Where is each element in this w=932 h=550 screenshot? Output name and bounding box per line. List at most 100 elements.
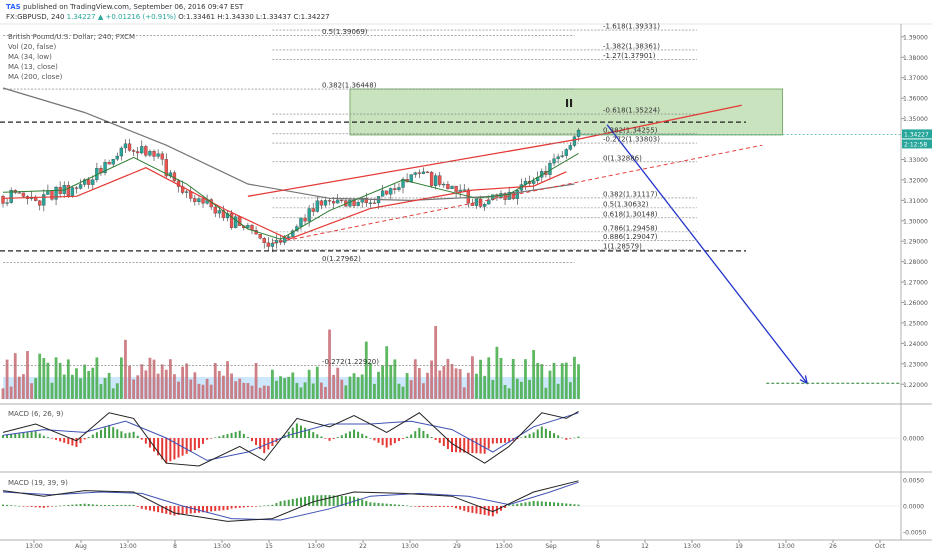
volume-bar xyxy=(295,382,299,399)
volume-bar xyxy=(246,383,250,399)
macd2-title[interactable]: MACD (19, 39, 9) xyxy=(8,479,68,487)
candle-body xyxy=(197,198,201,203)
macd-histogram-bar xyxy=(279,501,282,506)
macd-histogram-bar xyxy=(140,438,143,440)
macd-histogram-bar xyxy=(14,433,17,438)
candle-body xyxy=(393,188,397,190)
macd-line xyxy=(2,480,579,522)
macd-y-label: 0.0000 xyxy=(903,436,924,443)
fib-level-label: 0.382(1.34255) xyxy=(603,126,658,134)
volume-bar xyxy=(152,359,156,399)
volume-bar xyxy=(209,384,213,399)
macd-histogram-bar xyxy=(177,506,180,515)
macd-histogram-bar xyxy=(528,434,531,438)
macd-signal-line xyxy=(2,481,579,521)
indicator-ma200[interactable]: MA (200, close) xyxy=(8,73,63,81)
candle-body xyxy=(429,171,434,186)
author-name[interactable]: TAS xyxy=(6,3,21,11)
y-tick-label: 1.26000 xyxy=(903,300,928,307)
macd1-title[interactable]: MACD (6, 26, 9) xyxy=(8,410,64,418)
macd-histogram-bar xyxy=(471,438,474,454)
ma34-line xyxy=(2,167,567,240)
candle-body xyxy=(107,162,111,165)
macd-histogram-bar xyxy=(308,496,311,506)
indicator-ma34[interactable]: MA (34, low) xyxy=(8,53,52,61)
macd-histogram-bar xyxy=(442,506,445,507)
candle-body xyxy=(425,171,430,173)
macd-histogram-bar xyxy=(2,504,4,506)
macd-histogram-bar xyxy=(304,427,307,438)
candle-body xyxy=(91,179,95,185)
macd-histogram-bar xyxy=(6,434,9,438)
candle-body xyxy=(9,190,13,203)
volume-bar xyxy=(279,376,282,399)
macd-histogram-bar xyxy=(406,436,409,438)
candle-body xyxy=(474,198,479,206)
macd-histogram-bar xyxy=(336,495,339,506)
macd-histogram-bar xyxy=(222,435,225,438)
macd-histogram-bar xyxy=(451,438,453,452)
macd-histogram-bar xyxy=(87,504,90,506)
indicator-vol[interactable]: Vol (20, false) xyxy=(8,43,57,51)
channel-upper-line xyxy=(247,104,742,197)
volume-bar xyxy=(568,382,572,399)
candle-body xyxy=(572,136,577,146)
symbol-label[interactable]: FX:GBPUSD, 240 xyxy=(6,13,65,21)
candle-body xyxy=(136,151,140,154)
macd-histogram-bar xyxy=(316,434,319,438)
candle-body xyxy=(478,198,483,207)
macd-histogram-bar xyxy=(112,504,115,506)
fib-level-label: 0.618(1.30148) xyxy=(603,210,658,218)
volume-bar xyxy=(385,346,389,399)
macd-histogram-bar xyxy=(120,504,123,506)
y-tick-label: 1.28000 xyxy=(903,259,928,266)
macd-histogram-bar xyxy=(157,438,160,456)
macd-histogram-bar xyxy=(459,438,462,453)
macd-histogram-bar xyxy=(140,506,143,509)
volume-bar xyxy=(548,370,552,399)
macd-histogram-bar xyxy=(218,436,221,438)
macd-histogram-bar xyxy=(206,506,209,512)
candle-body xyxy=(189,191,193,199)
indicator-ma13[interactable]: MA (13, close) xyxy=(8,63,58,71)
macd-histogram-bar xyxy=(332,438,335,439)
macd-histogram-bar xyxy=(210,438,213,439)
macd-histogram-bar xyxy=(18,505,21,507)
macd-histogram-bar xyxy=(393,438,396,444)
candle-body xyxy=(5,202,9,204)
volume-bar xyxy=(315,366,319,399)
ma13-line xyxy=(2,152,579,240)
volume-bar xyxy=(393,359,397,399)
macd-histogram-bar xyxy=(308,429,311,438)
macd-histogram-bar xyxy=(475,506,478,514)
macd-histogram-bar xyxy=(210,506,213,512)
macd-histogram-bar xyxy=(124,504,127,506)
volume-bar xyxy=(556,383,560,399)
candle-body xyxy=(217,210,221,214)
macd-histogram-bar xyxy=(348,431,351,438)
macd-histogram-bar xyxy=(520,503,523,506)
last-price-tag xyxy=(902,129,932,139)
macd-histogram-bar xyxy=(67,504,70,506)
candle-body xyxy=(185,191,189,193)
volume-bar xyxy=(352,373,356,399)
volume-bar xyxy=(552,362,556,399)
published-text: published on TradingView.com, September … xyxy=(22,3,244,11)
candle-body xyxy=(560,155,564,157)
macd-histogram-bar xyxy=(455,506,458,509)
volume-bar xyxy=(54,357,58,399)
macd-histogram-bar xyxy=(161,438,164,460)
macd-histogram-bar xyxy=(410,506,413,507)
macd-histogram-bar xyxy=(397,438,400,442)
volume-bar xyxy=(119,357,123,399)
macd-histogram-bar xyxy=(508,505,511,506)
macd-histogram-bar xyxy=(55,438,58,440)
volume-bar xyxy=(389,364,393,399)
macd-histogram-bar xyxy=(573,504,576,506)
volume-bar xyxy=(266,385,270,399)
macd-histogram-bar xyxy=(116,504,119,506)
macd-histogram-bar xyxy=(14,505,17,507)
volume-bar xyxy=(222,375,225,399)
macd-histogram-bar xyxy=(197,506,200,513)
